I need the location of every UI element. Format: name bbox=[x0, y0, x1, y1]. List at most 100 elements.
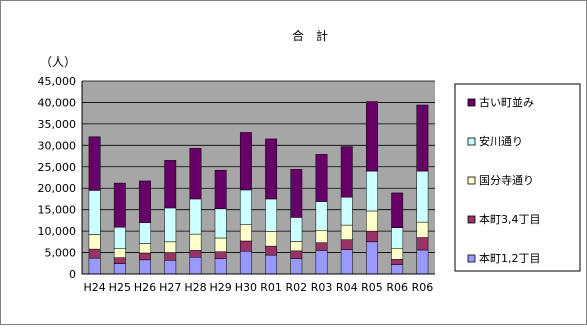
plot-area bbox=[82, 81, 435, 274]
bar-segment bbox=[315, 201, 328, 231]
legend-swatch bbox=[467, 176, 476, 185]
bar-segment bbox=[265, 254, 278, 275]
y-tick-label: 35,000 bbox=[38, 118, 77, 131]
bar-segment bbox=[265, 245, 278, 256]
y-tick-label: 40,000 bbox=[38, 96, 77, 109]
x-tick-label: H26 bbox=[134, 281, 156, 294]
bars bbox=[82, 101, 435, 275]
bar-segment bbox=[315, 242, 328, 251]
bar-segment bbox=[416, 237, 429, 251]
bar-segment bbox=[366, 241, 378, 275]
bar-segment bbox=[214, 208, 227, 239]
legend-label: 本町3,4丁目 bbox=[479, 212, 541, 226]
legend-label: 安川通り bbox=[479, 134, 523, 148]
bar-segment bbox=[164, 207, 177, 243]
bar-segment bbox=[366, 230, 378, 243]
bar-segment bbox=[239, 240, 252, 252]
bar-segment bbox=[265, 138, 278, 200]
bar-segment bbox=[416, 221, 429, 238]
bar-segment bbox=[88, 234, 101, 250]
legend-box bbox=[454, 83, 581, 272]
bar-segment bbox=[340, 196, 353, 226]
x-tick-label: R04 bbox=[336, 281, 358, 294]
bar-segment bbox=[88, 257, 101, 275]
bar-segment bbox=[290, 241, 303, 252]
bar-segment bbox=[391, 264, 404, 275]
bar-segment bbox=[189, 257, 202, 275]
x-tick-label: H27 bbox=[159, 281, 181, 294]
bar-segment bbox=[139, 259, 151, 275]
bar-segment bbox=[416, 249, 429, 275]
bar-segment bbox=[290, 258, 303, 275]
x-tick-label: H28 bbox=[184, 281, 206, 294]
y-tick-label: 10,000 bbox=[38, 225, 77, 238]
bar-segment bbox=[290, 169, 303, 218]
bar-segment bbox=[113, 257, 126, 264]
bar-segment bbox=[214, 169, 227, 210]
bar-segment bbox=[340, 249, 353, 275]
bar-segment bbox=[214, 258, 227, 275]
bar-segment bbox=[189, 198, 202, 235]
y-tick-label: 20,000 bbox=[38, 182, 77, 195]
bar-segment bbox=[113, 263, 126, 275]
bar-segment bbox=[139, 222, 151, 244]
x-tick-label: H29 bbox=[210, 281, 232, 294]
bar-segment bbox=[139, 252, 151, 261]
bar-segment bbox=[340, 146, 353, 198]
y-tick-label: 30,000 bbox=[38, 139, 77, 152]
bar-segment bbox=[391, 248, 404, 260]
bar-segment bbox=[214, 251, 227, 259]
x-tick-label: H30 bbox=[235, 281, 257, 294]
bar-segment bbox=[189, 148, 202, 200]
x-axis-ticks: H24 H25 H26 H27 H28 H29 H30 R01 R02 R03 R04 R05 R06 R… bbox=[83, 281, 433, 294]
bar-segment bbox=[88, 190, 101, 235]
legend-swatch bbox=[467, 137, 476, 146]
bar-segment bbox=[366, 101, 378, 172]
bar-segment bbox=[391, 259, 404, 265]
bar-segment bbox=[113, 182, 126, 228]
bar-segment bbox=[391, 227, 404, 249]
bar-segment bbox=[164, 160, 177, 209]
bar-segment bbox=[416, 170, 429, 223]
bar-segment bbox=[113, 227, 126, 249]
bar-segment bbox=[315, 250, 328, 275]
bar-segment bbox=[391, 192, 404, 228]
legend-swatch bbox=[467, 98, 476, 107]
y-tick-label: 0 bbox=[69, 268, 76, 281]
bar-segment bbox=[366, 210, 378, 232]
x-tick-label: R05 bbox=[361, 281, 383, 294]
bar-segment bbox=[290, 250, 303, 259]
bar-segment bbox=[239, 132, 252, 191]
legend-swatch bbox=[467, 215, 476, 224]
bar-segment bbox=[189, 233, 202, 251]
bar-segment bbox=[265, 198, 278, 232]
bar-segment bbox=[139, 243, 151, 254]
x-tick-label: R06 bbox=[412, 281, 434, 294]
legend-label: 本町1,2丁目 bbox=[479, 251, 541, 265]
legend-label: 古い町並み bbox=[479, 95, 534, 109]
x-tick-label: R01 bbox=[260, 281, 282, 294]
bar-segment bbox=[315, 230, 328, 243]
legend-label: 国分寺通り bbox=[479, 174, 534, 187]
x-tick-label: H24 bbox=[83, 281, 105, 294]
bar-segment bbox=[88, 136, 101, 191]
x-tick-label: R03 bbox=[311, 281, 333, 294]
bar-segment bbox=[214, 237, 227, 252]
y-tick-label: 5,000 bbox=[45, 247, 77, 260]
bar-segment bbox=[164, 260, 177, 275]
y-unit-label: （人） bbox=[40, 55, 76, 69]
bar-segment bbox=[113, 248, 126, 258]
y-tick-label: 15,000 bbox=[38, 204, 77, 217]
bar-segment bbox=[164, 252, 177, 261]
bar-segment bbox=[315, 154, 328, 202]
y-tick-label: 25,000 bbox=[38, 161, 77, 174]
bar-segment bbox=[239, 224, 252, 242]
bar-segment bbox=[88, 248, 101, 259]
x-tick-label: R06 bbox=[386, 281, 408, 294]
bar-segment bbox=[340, 239, 353, 250]
x-tick-label: H25 bbox=[109, 281, 131, 294]
bar-segment bbox=[189, 250, 202, 258]
